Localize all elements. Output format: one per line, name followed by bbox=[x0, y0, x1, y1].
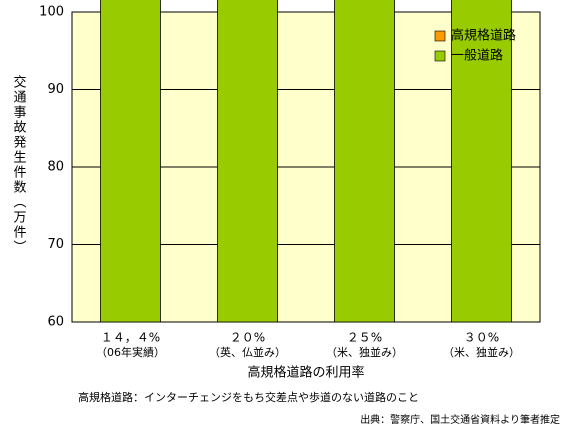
note: 高規格道路：インターチェンジをもち交差点や歩道のない道路のこと bbox=[78, 390, 419, 404]
y-tick-label: 80 bbox=[47, 160, 64, 175]
bar-segment bbox=[100, 0, 161, 323]
bar-segment bbox=[334, 0, 395, 323]
y-tick-label: 70 bbox=[47, 237, 64, 252]
legend-swatch bbox=[434, 50, 446, 62]
x-tick-label: １４，４% bbox=[101, 331, 160, 345]
x-axis-label: 高規格道路の利用率 bbox=[247, 365, 364, 381]
x-tick-label: ２５% bbox=[347, 331, 382, 345]
bar-segment bbox=[451, 0, 512, 323]
bar-segment bbox=[217, 0, 278, 323]
x-tick-note: （米、独並み） bbox=[443, 345, 520, 359]
y-tick-label: 90 bbox=[47, 82, 64, 97]
legend-swatch bbox=[434, 30, 446, 42]
legend-label: 高規格道路 bbox=[451, 28, 516, 44]
source: 出典：警察庁、国土交通省資料より筆者推定 bbox=[360, 413, 560, 426]
y-tick-label: 100 bbox=[39, 5, 64, 20]
x-tick-note: （06年実績） bbox=[96, 345, 165, 359]
x-tick-label: ２０% bbox=[230, 331, 265, 345]
y-tick-label: 60 bbox=[47, 315, 64, 330]
x-tick-label: ３０% bbox=[464, 331, 499, 345]
legend-label: 一般道路 bbox=[451, 48, 503, 64]
y-axis-label: 交通事故発生件数（万件） bbox=[11, 74, 27, 255]
x-tick-note: （米、独並み） bbox=[326, 345, 403, 359]
x-tick-note: （英、仏並み） bbox=[209, 345, 286, 359]
